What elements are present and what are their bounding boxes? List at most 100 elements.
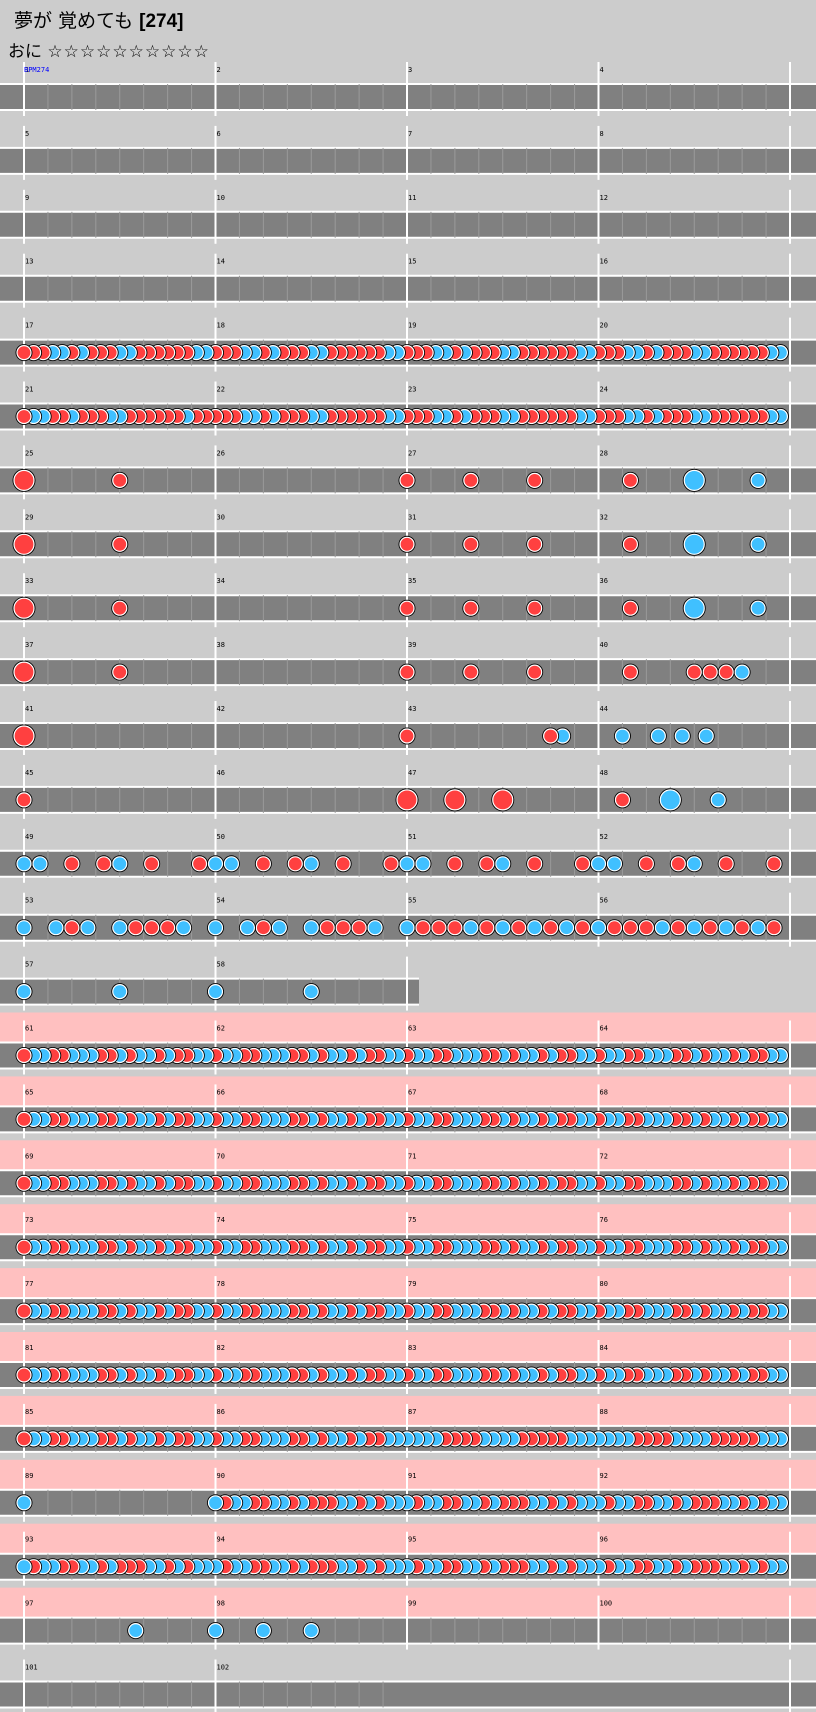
don-note-face [606,920,623,936]
measure-number: 18 [217,322,225,330]
measure-number: 89 [25,1472,33,1480]
measure-number: 21 [25,386,33,394]
don-note-face [479,920,495,936]
don-note-face [622,472,639,488]
measure-number: 99 [408,1600,416,1608]
measure-number: 88 [600,1408,608,1416]
measure-number: 85 [25,1408,33,1416]
ka-note-face [527,920,543,936]
measure-number: 42 [217,705,225,713]
don-note-face [670,920,686,936]
measure-number: 82 [217,1344,225,1352]
don-note-face [112,536,128,552]
measure-number: 49 [25,833,33,841]
measure-number: 1 [25,66,29,74]
measure-number: 47 [408,769,416,777]
don-note-face [718,856,734,872]
don-note-face [16,792,32,808]
ka-note-face [654,920,670,936]
measure-number: 93 [25,1536,33,1544]
measure-number: 69 [25,1152,33,1160]
measure-number: 17 [25,322,33,330]
measure-number: 72 [600,1152,608,1160]
measure-number: 51 [408,833,416,841]
measure-number: 31 [408,513,416,521]
ka-note-face [590,856,607,872]
don-note-face [319,920,335,936]
measure-number: 84 [600,1344,608,1352]
measure-number: 46 [217,769,225,777]
measure-number: 68 [600,1088,608,1096]
measure-number: 95 [408,1536,416,1544]
difficulty-stars: ☆☆☆☆☆☆☆☆☆☆ [47,42,210,62]
don-note-face [463,600,479,616]
measure-number: 67 [408,1088,416,1096]
don-note-face [112,600,128,616]
ka-note-face [683,533,705,555]
ka-note-face [16,1495,32,1511]
measure-number: 76 [600,1216,608,1224]
ka-note-face [303,1622,319,1639]
don-note-face [622,600,639,616]
don-note-face [638,856,654,872]
ka-note-face [112,856,128,872]
don-note-face [255,920,271,936]
measure-number: 54 [217,897,225,905]
measure-number: 27 [408,449,416,457]
don-note-face [431,920,447,936]
don-note-face [112,472,128,488]
measure-number: 55 [408,897,416,905]
don-note-face [64,920,80,936]
measure-number: 28 [600,449,608,457]
measure-number: 14 [217,258,225,266]
ka-note-face [463,920,479,936]
measure-number: 16 [600,258,608,266]
measure-number: 13 [25,258,33,266]
ka-note-face [399,856,415,872]
don-note-face [670,856,686,872]
measure-number: 100 [600,1600,613,1608]
measure-number: 33 [25,577,33,585]
measure-number: 94 [217,1536,225,1544]
don-note-face [463,536,479,552]
don-note-face [638,920,654,936]
don-note-face [702,664,718,680]
measure-number: 64 [600,1025,608,1033]
difficulty-line: おに ☆☆☆☆☆☆☆☆☆☆ [8,37,210,62]
don-note-face [396,789,418,811]
don-note-face [463,664,479,680]
measure-number: 35 [408,577,416,585]
measure-number: 9 [25,194,29,202]
measure-number: 45 [25,769,33,777]
measure-number: 19 [408,322,416,330]
measure-number: 97 [25,1600,33,1608]
ka-note-face [415,856,431,872]
don-note-face [16,1367,32,1383]
measure-number: 39 [408,641,416,649]
ka-note-face [750,536,766,552]
don-note-face [16,1239,32,1255]
measure-number: 12 [600,194,608,202]
don-note-face [16,1431,32,1447]
measure-number: 26 [217,449,225,457]
ka-note-face [750,920,766,936]
don-note-face [128,920,144,936]
ka-note-face [112,983,128,1000]
ka-note-face [674,728,690,744]
measure-number: 61 [25,1025,33,1033]
ka-note-face [750,472,766,488]
don-note-face [351,920,367,936]
difficulty-name: おに [8,42,42,62]
don-note-face [702,920,718,936]
don-note-face [335,920,351,936]
measure-number: 24 [600,386,608,394]
don-note-face [399,600,415,616]
measure-number: 4 [600,66,604,74]
ka-note-face [32,856,48,872]
bpm-label: BPM274 [24,66,49,74]
measure-number: 25 [25,449,33,457]
measure-number: 5 [25,130,29,138]
measure-number: 7 [408,130,412,138]
don-note-face [144,920,160,936]
